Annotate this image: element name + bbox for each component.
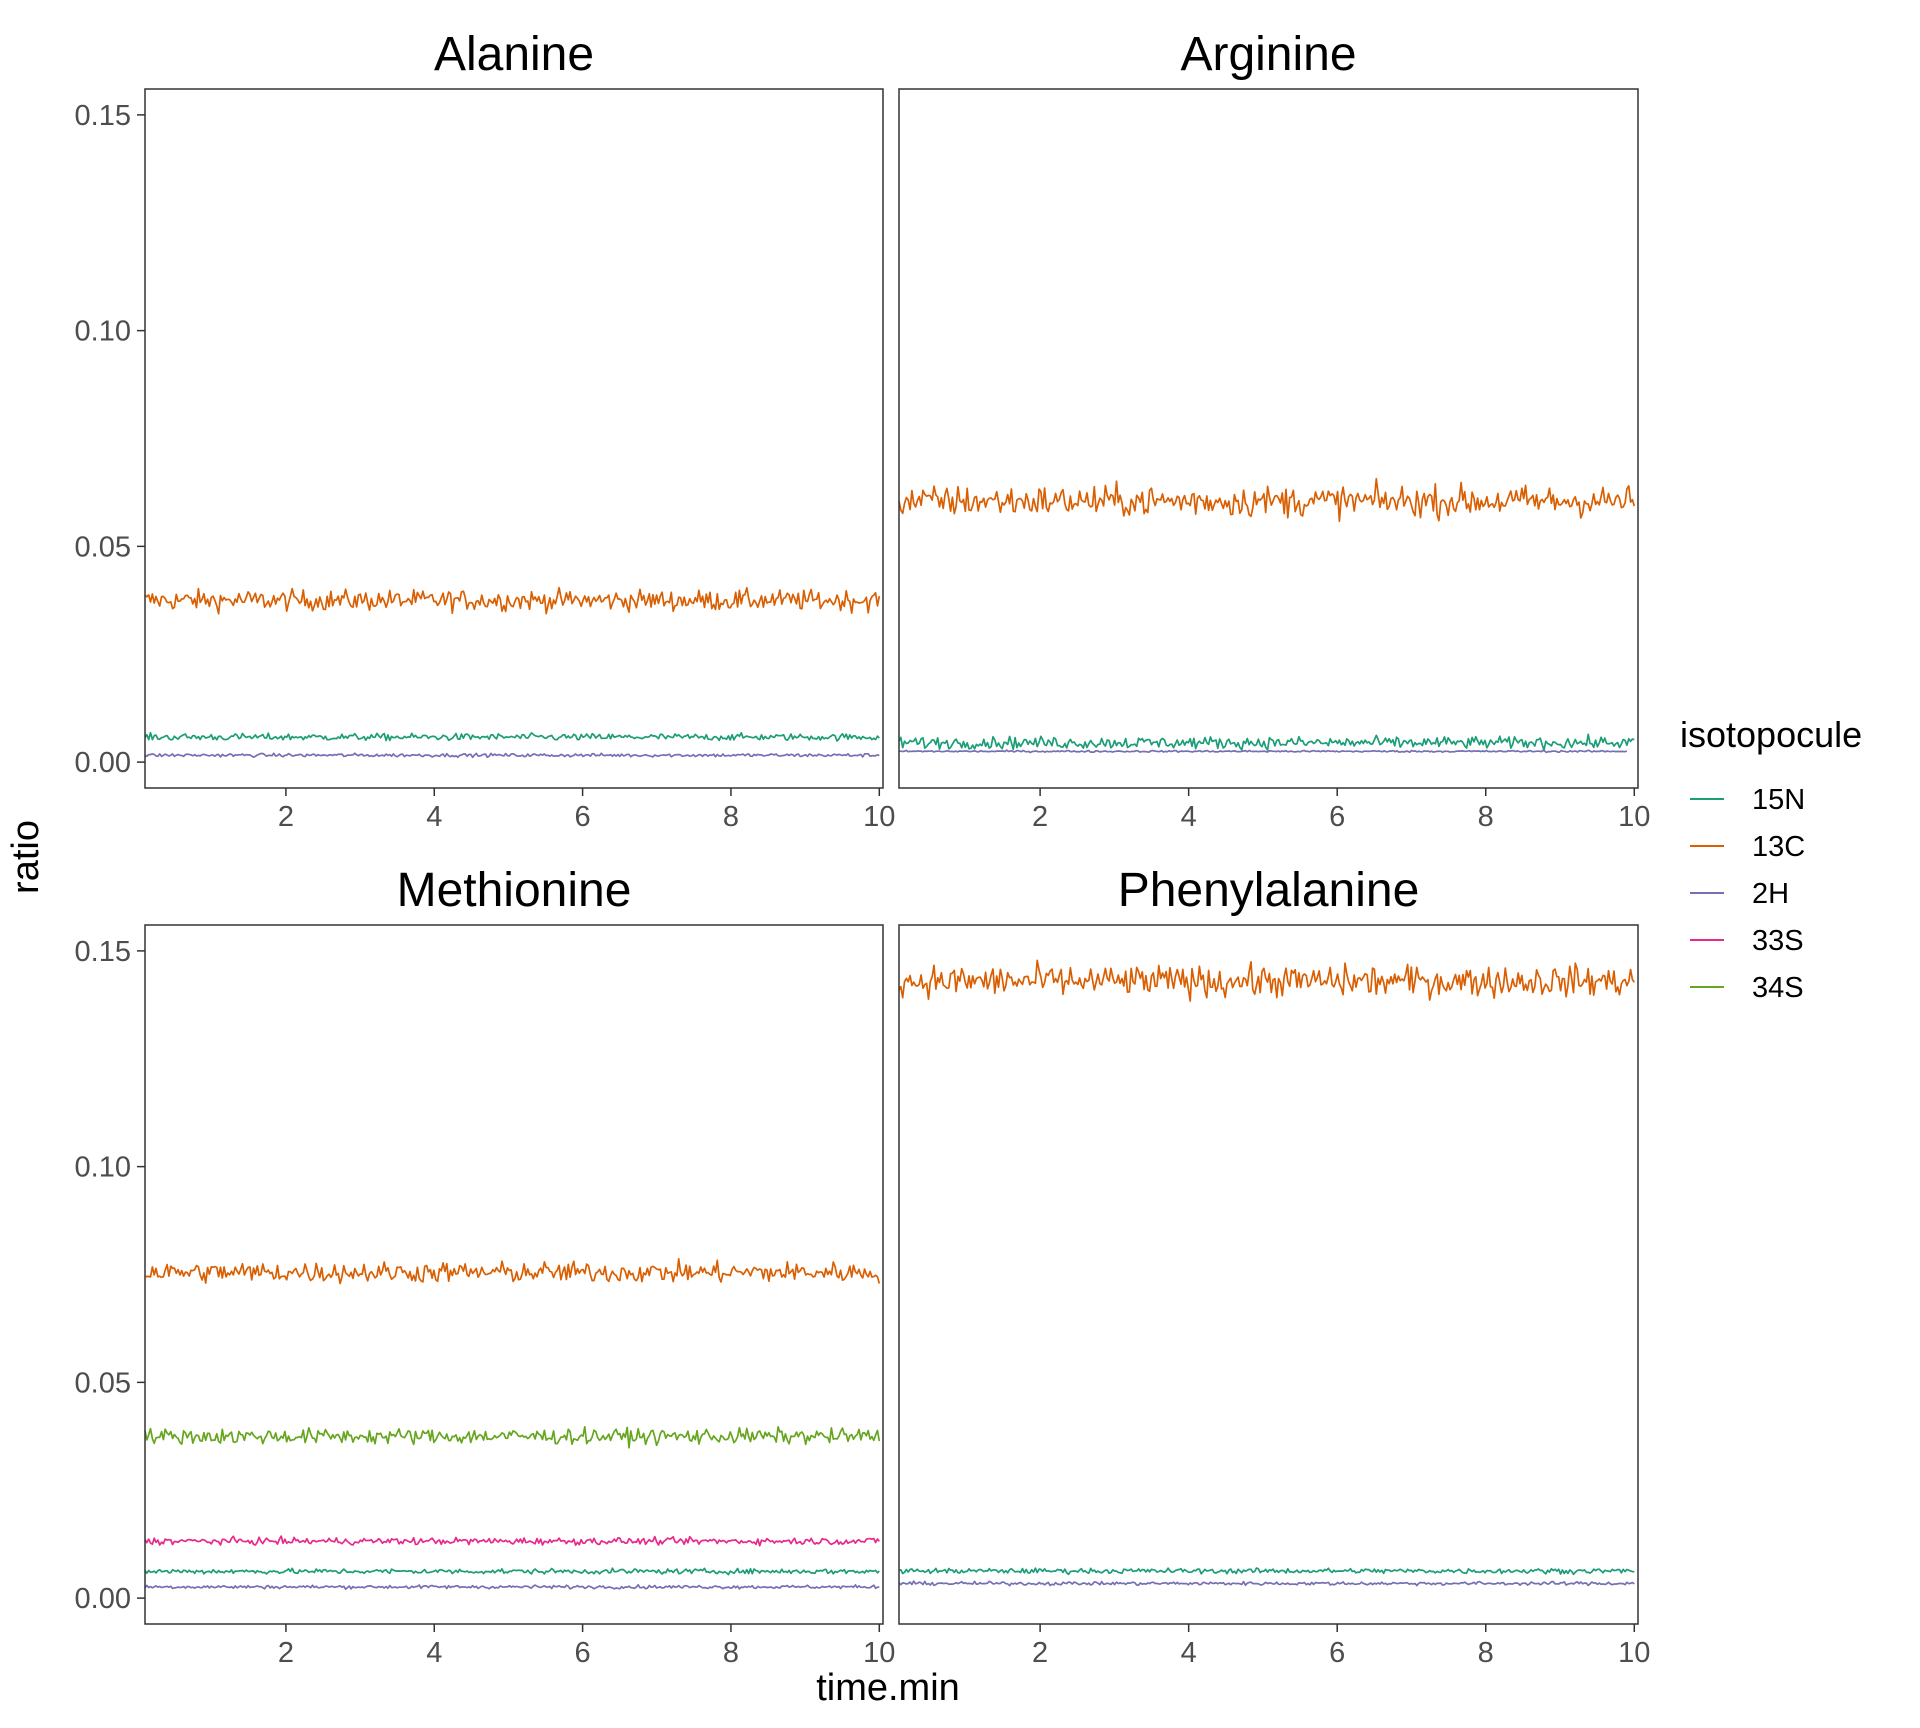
series-line-phenylalanine-15n xyxy=(898,1567,1635,1576)
panel-border-phenylalanine xyxy=(898,924,1639,1625)
x-tick-label: 2 xyxy=(1032,801,1048,833)
legend-label-34s: 34S xyxy=(1752,972,1804,1004)
panel-border-methionine xyxy=(144,924,884,1625)
x-tick-label: 10 xyxy=(863,801,895,833)
x-tick-label: 2 xyxy=(1032,1637,1048,1669)
panel-border-arginine xyxy=(898,88,1639,789)
x-tick-label: 2 xyxy=(278,801,294,833)
panel-methionine: Methionine 2 4 6 8 10 0.00 0.05 0.10 0.15 xyxy=(75,864,896,1669)
y-tick-label: 0.00 xyxy=(75,747,131,779)
panel-arginine: Arginine 2 4 6 8 10 xyxy=(898,28,1650,833)
series-line-methionine-13c xyxy=(144,1258,881,1285)
x-tick-label: 4 xyxy=(426,801,442,833)
legend-label-15n: 15N xyxy=(1752,784,1805,816)
panel-title-phenylalanine: Phenylalanine xyxy=(1118,864,1420,917)
x-tick-label: 8 xyxy=(1478,801,1494,833)
y-tick-label: 0.15 xyxy=(75,936,131,968)
y-tick-label: 0.15 xyxy=(75,100,131,132)
x-tick-label: 4 xyxy=(1181,801,1197,833)
x-tick-label: 6 xyxy=(1329,1637,1345,1669)
x-axis-title: time.min xyxy=(816,1667,960,1709)
panel-title-methionine: Methionine xyxy=(397,864,632,917)
panel-alanine: Alanine 2 4 6 8 10 0.00 0.05 0.10 0.15 xyxy=(75,28,896,833)
legend: isotopocule 15N 13C 2H 33S 34S xyxy=(1680,714,1862,1004)
series-line-phenylalanine-2h xyxy=(898,1580,1635,1587)
x-tick-label: 2 xyxy=(278,1637,294,1669)
y-axis-title: ratio xyxy=(5,820,47,894)
x-tick-label: 6 xyxy=(1329,801,1345,833)
legend-label-33s: 33S xyxy=(1752,925,1804,957)
x-tick-label: 8 xyxy=(723,801,739,833)
y-tick-label: 0.10 xyxy=(75,1152,131,1184)
x-tick-label: 4 xyxy=(1181,1637,1197,1669)
legend-title: isotopocule xyxy=(1680,714,1862,755)
x-tick-label: 6 xyxy=(575,1637,591,1669)
series-line-phenylalanine-13c xyxy=(898,959,1636,1002)
panel-title-alanine: Alanine xyxy=(434,28,594,81)
x-tick-label: 4 xyxy=(426,1637,442,1669)
series-line-alanine-13c xyxy=(144,586,881,615)
series-line-methionine-15n xyxy=(144,1567,880,1576)
panel-title-arginine: Arginine xyxy=(1180,28,1356,81)
x-tick-label: 10 xyxy=(863,1637,895,1669)
y-tick-label: 0.00 xyxy=(75,1583,131,1615)
panel-border-alanine xyxy=(144,88,884,789)
y-tick-label: 0.05 xyxy=(75,1367,131,1399)
y-tick-label: 0.10 xyxy=(75,316,131,348)
series-line-arginine-13c xyxy=(898,477,1636,523)
series-line-arginine-2h xyxy=(899,749,1628,754)
legend-label-2h: 2H xyxy=(1752,878,1789,910)
series-line-methionine-2h xyxy=(144,1583,880,1591)
series-line-alanine-15n xyxy=(144,731,880,742)
series-line-alanine-2h xyxy=(144,752,880,759)
series-line-methionine-34s xyxy=(144,1425,881,1449)
series-line-arginine-15n xyxy=(898,733,1635,752)
legend-label-13c: 13C xyxy=(1752,831,1805,863)
series-line-methionine-33s xyxy=(144,1535,880,1547)
x-tick-label: 6 xyxy=(575,801,591,833)
x-tick-label: 10 xyxy=(1618,1637,1650,1669)
panels-layer: Alanine 2 4 6 8 10 0.00 0.05 0.10 0.15 Arginine 2 4 6… xyxy=(75,28,1651,1669)
x-tick-label: 10 xyxy=(1618,801,1650,833)
y-tick-label: 0.05 xyxy=(75,531,131,563)
x-tick-label: 8 xyxy=(1478,1637,1494,1669)
x-tick-label: 8 xyxy=(723,1637,739,1669)
panel-phenylalanine: Phenylalanine 2 4 6 8 10 xyxy=(898,864,1650,1669)
